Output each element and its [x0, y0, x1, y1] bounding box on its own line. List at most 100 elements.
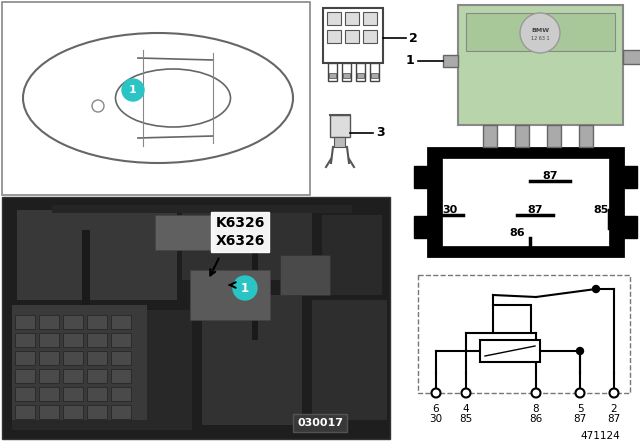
Text: 1: 1 — [129, 85, 137, 95]
Bar — [111, 387, 131, 401]
Bar — [82, 230, 90, 380]
Text: 1: 1 — [405, 55, 414, 68]
Text: 87: 87 — [527, 205, 543, 215]
Ellipse shape — [115, 69, 230, 127]
Text: 86: 86 — [529, 414, 543, 424]
Bar — [334, 137, 345, 147]
Bar — [87, 315, 107, 329]
Bar — [15, 351, 35, 365]
Bar — [15, 315, 35, 329]
Text: 3: 3 — [376, 126, 385, 139]
Bar — [370, 63, 379, 81]
Bar — [515, 125, 529, 147]
Bar — [493, 305, 531, 333]
Bar — [63, 405, 83, 419]
Bar — [330, 115, 350, 137]
Bar — [87, 333, 107, 347]
Bar — [87, 351, 107, 365]
Bar — [579, 125, 593, 147]
Bar — [182, 210, 312, 280]
Bar — [190, 270, 270, 320]
Circle shape — [593, 285, 600, 293]
Circle shape — [531, 388, 541, 397]
Text: 5: 5 — [577, 404, 583, 414]
Bar — [2, 197, 390, 439]
Bar — [15, 405, 35, 419]
Ellipse shape — [23, 33, 293, 163]
Bar — [345, 30, 359, 43]
Bar — [15, 369, 35, 383]
Text: 471124: 471124 — [580, 431, 620, 441]
Bar — [414, 166, 428, 188]
Bar — [363, 30, 377, 43]
Bar — [111, 333, 131, 347]
Circle shape — [461, 388, 470, 397]
Text: 85: 85 — [593, 205, 609, 215]
Circle shape — [431, 388, 440, 397]
Bar — [39, 351, 59, 365]
Text: 87: 87 — [573, 414, 587, 424]
Text: 2: 2 — [611, 404, 618, 414]
Bar — [111, 315, 131, 329]
Bar — [327, 30, 341, 43]
Bar — [356, 63, 365, 81]
Text: 85: 85 — [460, 414, 472, 424]
Text: K6326
X6326: K6326 X6326 — [215, 216, 265, 248]
Bar — [342, 63, 351, 81]
Text: 87: 87 — [542, 171, 557, 181]
Bar — [52, 205, 352, 213]
Bar — [480, 340, 540, 362]
Bar — [323, 8, 383, 63]
Bar — [63, 387, 83, 401]
Circle shape — [609, 388, 618, 397]
Bar — [371, 73, 378, 78]
Bar — [483, 125, 497, 147]
Text: 6: 6 — [433, 404, 439, 414]
Bar — [111, 405, 131, 419]
Text: 12 63 1: 12 63 1 — [531, 35, 549, 40]
Bar — [458, 5, 623, 125]
Bar — [2, 2, 310, 195]
Bar — [63, 369, 83, 383]
Circle shape — [577, 348, 584, 354]
Bar — [466, 13, 615, 51]
Bar — [357, 73, 364, 78]
Bar — [39, 333, 59, 347]
Bar — [280, 255, 330, 295]
Bar — [252, 220, 258, 340]
Text: 30: 30 — [442, 205, 458, 215]
Bar — [623, 166, 637, 188]
Bar — [155, 215, 215, 250]
Text: 2: 2 — [409, 31, 418, 44]
Bar — [418, 275, 630, 393]
Bar — [322, 215, 382, 295]
Bar — [15, 333, 35, 347]
Bar — [202, 295, 302, 425]
Bar — [39, 369, 59, 383]
Text: 30: 30 — [429, 414, 443, 424]
Bar — [17, 210, 177, 300]
Bar — [111, 351, 131, 365]
Bar — [312, 300, 387, 420]
Bar — [623, 50, 640, 64]
Bar — [15, 387, 35, 401]
Bar — [623, 216, 637, 238]
Circle shape — [233, 276, 257, 300]
Bar — [39, 405, 59, 419]
Bar — [39, 387, 59, 401]
Bar — [63, 333, 83, 347]
Bar — [442, 158, 609, 246]
Text: BMW: BMW — [531, 27, 549, 33]
Bar — [39, 315, 59, 329]
Bar — [363, 12, 377, 25]
Bar — [343, 73, 350, 78]
Bar — [443, 55, 458, 67]
Bar — [87, 387, 107, 401]
Text: 030017: 030017 — [297, 418, 343, 428]
Bar — [87, 405, 107, 419]
Bar — [328, 63, 337, 81]
Bar — [63, 315, 83, 329]
Bar — [345, 12, 359, 25]
Bar — [329, 73, 336, 78]
Bar — [327, 12, 341, 25]
